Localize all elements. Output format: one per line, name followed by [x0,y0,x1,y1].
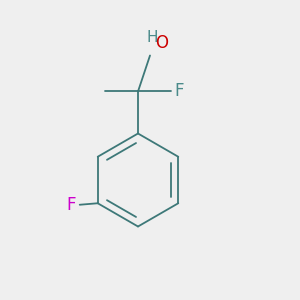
Text: H: H [146,30,158,45]
Text: F: F [66,196,76,214]
Text: F: F [175,82,184,100]
Text: O: O [155,34,169,52]
